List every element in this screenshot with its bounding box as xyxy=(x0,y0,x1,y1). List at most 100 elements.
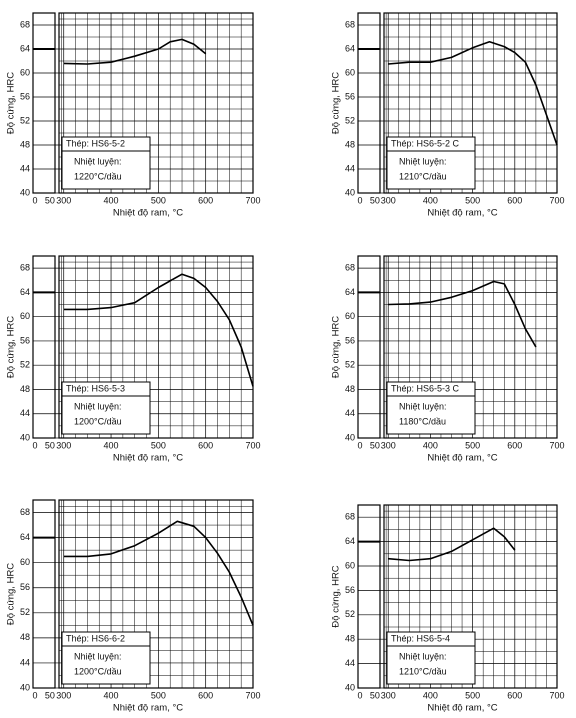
annotation: Nhiệt luyện: xyxy=(74,156,122,166)
x-tick-label: 0 xyxy=(357,195,362,205)
y-tick-label: 60 xyxy=(20,557,30,567)
y-tick-label: 64 xyxy=(345,43,355,53)
x-tick-label: 50 xyxy=(370,195,380,205)
curve xyxy=(63,38,207,65)
y-tick-label: 48 xyxy=(345,634,355,644)
y-tick-label: 40 xyxy=(345,187,355,197)
x-tick-label: 500 xyxy=(465,690,480,700)
y-tick-label: 64 xyxy=(20,532,30,542)
y-tick-label: 40 xyxy=(20,187,30,197)
y-tick-label: 44 xyxy=(20,408,30,418)
plot-frame xyxy=(357,12,381,194)
y-tick-label: 56 xyxy=(345,91,355,101)
x-tick-label: 0 xyxy=(357,440,362,450)
curve xyxy=(388,41,558,146)
x-tick-label: 600 xyxy=(507,195,522,205)
y-tick-label: 56 xyxy=(20,91,30,101)
annotation-box xyxy=(386,631,476,685)
y-tick-label: 40 xyxy=(20,682,30,692)
chart: 40 44 48 52 56 60 64 68 0 50 300 400 500 600 700 Nhiệt … xyxy=(6,12,261,219)
annotation: Thép: HS6-6-2 xyxy=(66,633,125,643)
x-tick-label: 400 xyxy=(104,690,119,700)
x-tick-label: 600 xyxy=(507,440,522,450)
annotation: Thép: HS6-5-3 C xyxy=(391,383,460,393)
x-tick-label: 300 xyxy=(381,195,396,205)
y-tick-label: 68 xyxy=(20,19,30,29)
x-tick-label: 50 xyxy=(45,195,55,205)
y-tick-label: 44 xyxy=(345,658,355,668)
x-axis-label: Nhiệt độ ram, °C xyxy=(427,453,497,464)
chart: 40 44 48 52 56 60 64 68 0 50 300 400 500 600 700 Nhiệt … xyxy=(6,499,261,714)
plot-frame xyxy=(58,499,254,689)
curve xyxy=(388,527,516,562)
y-tick-label: 44 xyxy=(20,163,30,173)
x-tick-label: 50 xyxy=(370,440,380,450)
y-tick-label: 64 xyxy=(345,287,355,297)
curve xyxy=(63,520,254,626)
y-axis-label: Độ cứng, HRC xyxy=(6,563,17,625)
x-tick-label: 500 xyxy=(151,440,166,450)
y-tick-label: 48 xyxy=(20,139,30,149)
annotation-box xyxy=(61,136,151,190)
x-tick-label: 0 xyxy=(32,690,37,700)
x-tick-label: 700 xyxy=(549,690,564,700)
x-tick-label: 50 xyxy=(45,690,55,700)
annotation-box xyxy=(61,631,151,685)
x-tick-label: 0 xyxy=(32,195,37,205)
y-tick-label: 64 xyxy=(20,287,30,297)
y-tick-label: 44 xyxy=(345,408,355,418)
chart: 40 44 48 52 56 60 64 68 0 50 300 400 500 600 700 Nhiệt … xyxy=(331,12,565,219)
y-tick-label: 68 xyxy=(345,19,355,29)
y-tick-label: 52 xyxy=(345,609,355,619)
y-tick-label: 48 xyxy=(345,384,355,394)
plot-frame xyxy=(357,504,381,689)
y-tick-label: 64 xyxy=(345,536,355,546)
y-tick-label: 64 xyxy=(20,43,30,53)
y-tick-label: 52 xyxy=(20,607,30,617)
x-tick-label: 400 xyxy=(423,195,438,205)
annotation-box xyxy=(386,136,476,190)
x-tick-label: 400 xyxy=(104,195,119,205)
y-tick-label: 44 xyxy=(345,163,355,173)
curve xyxy=(388,280,537,348)
x-tick-label: 300 xyxy=(381,690,396,700)
annotation: Nhiệt luyện: xyxy=(399,401,447,411)
y-tick-label: 60 xyxy=(20,311,30,321)
plot-frame xyxy=(58,255,254,439)
y-axis-label: Độ cứng, HRC xyxy=(331,72,342,134)
annotation: Thép: HS6-5-2 C xyxy=(391,138,460,148)
x-tick-label: 300 xyxy=(56,440,71,450)
annotation: Nhiệt luyện: xyxy=(399,156,447,166)
x-tick-label: 700 xyxy=(245,690,260,700)
curve xyxy=(63,273,254,387)
annotation: Nhiệt luyện: xyxy=(74,651,122,661)
y-tick-label: 48 xyxy=(20,384,30,394)
annotation: 1210°C/dầu xyxy=(399,666,447,676)
x-tick-label: 0 xyxy=(32,440,37,450)
y-tick-label: 52 xyxy=(345,360,355,370)
x-axis-label: Nhiệt độ ram, °C xyxy=(427,208,497,219)
y-tick-label: 68 xyxy=(345,512,355,522)
x-tick-label: 50 xyxy=(370,690,380,700)
annotation: Nhiệt luyện: xyxy=(399,651,447,661)
annotation: Thép: HS6-5-3 xyxy=(66,383,125,393)
y-tick-label: 68 xyxy=(20,263,30,273)
y-tick-label: 60 xyxy=(345,311,355,321)
y-axis-label: Độ cứng, HRC xyxy=(331,565,342,627)
plot-frame xyxy=(383,504,558,689)
y-tick-label: 48 xyxy=(345,139,355,149)
x-tick-label: 600 xyxy=(507,690,522,700)
x-tick-label: 400 xyxy=(423,440,438,450)
annotation: 1200°C/dầu xyxy=(74,666,122,676)
x-tick-label: 300 xyxy=(381,440,396,450)
plot-frame xyxy=(32,12,56,194)
x-tick-label: 600 xyxy=(198,440,213,450)
plot-frame xyxy=(32,499,56,689)
y-tick-label: 40 xyxy=(345,432,355,442)
y-tick-label: 40 xyxy=(345,682,355,692)
x-tick-label: 0 xyxy=(357,690,362,700)
x-tick-label: 700 xyxy=(549,440,564,450)
x-tick-label: 700 xyxy=(549,195,564,205)
y-tick-label: 68 xyxy=(345,263,355,273)
